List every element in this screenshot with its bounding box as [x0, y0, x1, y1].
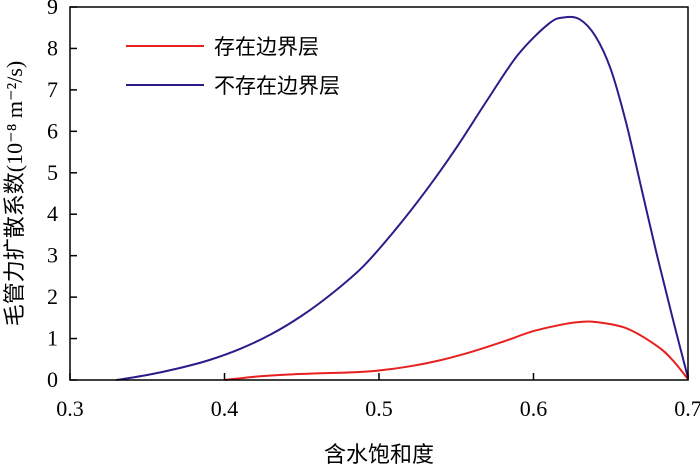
y-tick-label: 9 [47, 0, 58, 19]
x-axis-title: 含水饱和度 [324, 442, 434, 466]
x-tick-label: 0.6 [520, 396, 548, 421]
series-line-2 [116, 15, 689, 381]
x-tick-label: 0.5 [365, 396, 393, 421]
y-tick-label: 7 [47, 77, 58, 102]
legend-label-2: 不存在边界层 [214, 74, 340, 98]
x-tick-label: 0.3 [56, 396, 84, 421]
y-tick-label: 2 [47, 284, 58, 309]
axes: 0.3 0.4 0.5 0.6 0.7 0 1 2 3 4 5 6 7 8 9 [47, 0, 700, 421]
plot-frame [69, 6, 689, 381]
x-tick-label: 0.4 [211, 396, 239, 421]
series-line-1 [224, 320, 689, 381]
y-tick-label: 3 [47, 243, 58, 268]
plot-area [116, 15, 689, 381]
y-tick-label: 4 [47, 201, 58, 226]
y-tick-label: 1 [47, 326, 58, 351]
x-tick-label: 0.7 [674, 396, 700, 421]
y-axis-title: 毛管力扩散系数(10⁻⁸ m⁻²/s) [2, 61, 27, 326]
y-tick-label: 6 [47, 118, 58, 143]
y-tick-label: 8 [47, 35, 58, 60]
y-tick-label: 5 [47, 160, 58, 185]
legend-label-1: 存在边界层 [214, 35, 319, 59]
y-tick-label: 0 [47, 367, 58, 392]
